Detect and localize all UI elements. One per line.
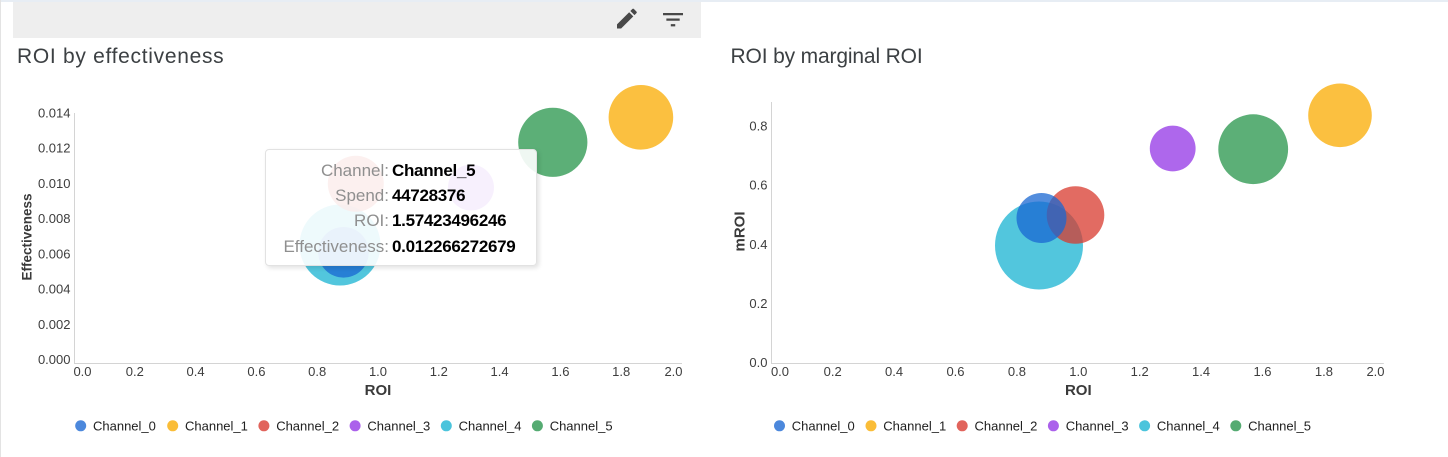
svg-text:0.006: 0.006 [38,247,71,262]
svg-text:ROI: ROI [1065,382,1092,399]
svg-text:1.8: 1.8 [1315,364,1333,379]
svg-text:0.012: 0.012 [38,141,71,156]
svg-text:0.000: 0.000 [38,352,71,367]
svg-text:Effectiveness: Effectiveness [19,193,34,280]
svg-text:Channel_2: Channel_2 [975,418,1038,433]
svg-text:0.2: 0.2 [824,364,842,379]
svg-text:1.2: 1.2 [1131,364,1149,379]
svg-text:0.0: 0.0 [749,355,767,370]
svg-text:0.014: 0.014 [38,106,71,121]
svg-text:mROI: mROI [731,211,748,251]
svg-text:1.0: 1.0 [1069,364,1087,379]
svg-text:0.8: 0.8 [308,364,326,379]
svg-text:Channel_2: Channel_2 [276,418,339,433]
svg-text:2.0: 2.0 [1366,364,1384,379]
svg-text:0.6: 0.6 [749,178,767,193]
svg-text:1.6: 1.6 [1253,364,1271,379]
svg-text:1.4: 1.4 [1192,364,1210,379]
svg-text:0.008: 0.008 [38,211,71,226]
svg-text:0.6: 0.6 [946,364,964,379]
svg-text:1.4: 1.4 [491,364,509,379]
svg-text:0.0: 0.0 [771,364,789,379]
svg-text:0.6: 0.6 [247,364,265,379]
svg-text:Channel_0: Channel_0 [93,418,156,433]
svg-text:1.6: 1.6 [551,364,569,379]
svg-text:0.010: 0.010 [38,176,71,191]
svg-text:Channel_5: Channel_5 [1248,418,1311,433]
svg-text:0.8: 0.8 [749,119,767,134]
svg-text:Channel_0: Channel_0 [792,418,855,433]
svg-text:Channel_4: Channel_4 [459,418,522,433]
svg-text:0.002: 0.002 [38,317,71,332]
svg-text:Channel_1: Channel_1 [883,418,946,433]
svg-text:0.2: 0.2 [126,364,144,379]
svg-text:1.8: 1.8 [612,364,630,379]
svg-text:0.4: 0.4 [749,237,767,252]
svg-text:0.2: 0.2 [749,296,767,311]
svg-text:0.004: 0.004 [38,282,71,297]
svg-text:2.0: 2.0 [664,364,682,379]
svg-text:1.0: 1.0 [369,364,387,379]
svg-text:0.4: 0.4 [187,364,205,379]
svg-text:1.2: 1.2 [430,364,448,379]
svg-text:Channel_1: Channel_1 [185,418,248,433]
svg-text:0.4: 0.4 [885,364,903,379]
svg-text:0.8: 0.8 [1008,364,1026,379]
svg-text:0.0: 0.0 [73,364,91,379]
svg-text:Channel_3: Channel_3 [367,418,430,433]
svg-text:ROI: ROI [365,382,392,399]
svg-text:Channel_5: Channel_5 [550,418,613,433]
svg-text:Channel_3: Channel_3 [1066,418,1129,433]
svg-text:Channel_4: Channel_4 [1157,418,1220,433]
